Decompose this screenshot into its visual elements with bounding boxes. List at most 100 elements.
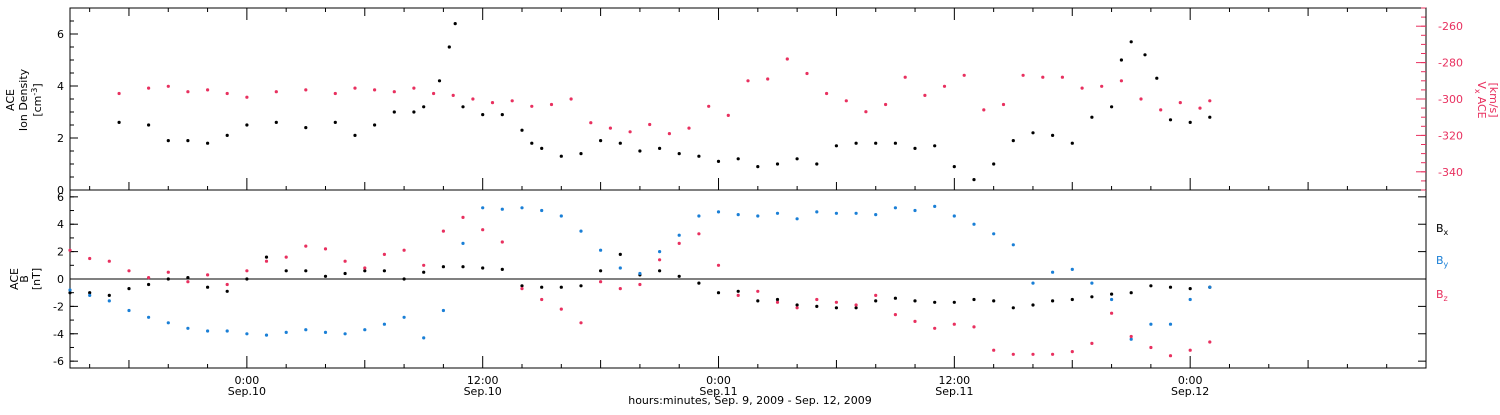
b-title-line1: ACE bbox=[8, 268, 21, 290]
Bx-point bbox=[402, 277, 406, 281]
ion-density-point bbox=[559, 154, 563, 158]
Bz-point bbox=[1110, 311, 1114, 315]
vx-point bbox=[373, 88, 377, 92]
By-point bbox=[363, 328, 367, 332]
ion-density-point bbox=[854, 141, 858, 145]
vx-tick-label: -260 bbox=[1438, 20, 1463, 33]
vx-point bbox=[884, 102, 888, 107]
ion-density-point bbox=[461, 105, 465, 109]
By-point bbox=[206, 329, 210, 333]
ion-density-unit: [cm bbox=[31, 96, 44, 117]
ion-density-point bbox=[530, 141, 534, 145]
x-tick-time: 12:00 bbox=[467, 374, 499, 387]
ion-density-point bbox=[225, 133, 229, 137]
Bz-point bbox=[363, 266, 367, 270]
vx-point bbox=[392, 90, 396, 94]
By-point bbox=[677, 233, 681, 237]
Bz-point bbox=[736, 293, 740, 297]
Bx-point bbox=[658, 269, 662, 273]
ion-density-point bbox=[952, 165, 956, 169]
vx-point bbox=[687, 126, 691, 130]
vx-axis-title: Vx ACE [km/s] bbox=[1473, 81, 1500, 118]
By-point bbox=[795, 217, 799, 221]
vx-point bbox=[510, 99, 514, 103]
Bz-point bbox=[1188, 348, 1192, 352]
vx-point bbox=[982, 108, 986, 112]
Bx-point bbox=[874, 299, 878, 303]
ion-density-point bbox=[520, 128, 524, 132]
density-tick-label: 2 bbox=[57, 132, 64, 145]
Bz-point bbox=[992, 348, 996, 352]
By-point bbox=[127, 308, 131, 313]
Bz-point bbox=[441, 229, 445, 233]
By-point bbox=[264, 333, 269, 337]
Bz-point bbox=[1149, 345, 1153, 350]
Bz-point bbox=[677, 241, 681, 245]
vx-point bbox=[648, 122, 652, 127]
Bx-point bbox=[579, 284, 583, 288]
Bx-point bbox=[952, 300, 956, 304]
ion-density-unit-close: ] bbox=[31, 83, 44, 87]
Bx-point bbox=[520, 284, 524, 288]
ion-density-axis-title: ACE Ion Density [cm-3] bbox=[4, 68, 44, 131]
ion-density-point bbox=[304, 126, 308, 130]
By-point bbox=[500, 207, 504, 211]
vx-point bbox=[1041, 75, 1045, 79]
Bz-point bbox=[461, 215, 465, 219]
By-point bbox=[68, 288, 72, 292]
Bz-point bbox=[68, 248, 72, 252]
legend-bz-sub: z bbox=[1444, 294, 1448, 303]
top-panel-axes: 0 2 4 6 -260 -280 -300 -320 -340 bbox=[57, 7, 1463, 197]
Bz-point bbox=[245, 269, 249, 273]
By-point bbox=[461, 241, 465, 245]
By-point bbox=[1031, 281, 1035, 285]
ion-density-point bbox=[618, 141, 622, 145]
vx-point bbox=[1100, 84, 1104, 88]
Bz-point bbox=[225, 282, 229, 287]
x-tick-date: Sep.10 bbox=[464, 385, 502, 398]
ion-density-point bbox=[1168, 118, 1173, 122]
vx-point bbox=[766, 77, 770, 81]
By-point bbox=[107, 299, 111, 303]
vx-title-line1: Vx ACE bbox=[1473, 81, 1488, 118]
By-point bbox=[972, 222, 976, 226]
By-point bbox=[1090, 281, 1094, 285]
Bz-point bbox=[559, 307, 563, 311]
x-tick-time: 0:00 bbox=[1178, 374, 1203, 387]
Bx-point bbox=[206, 285, 210, 289]
ion-density-point bbox=[117, 120, 121, 124]
b-legend: Bx By Bz bbox=[1436, 222, 1449, 303]
Bx-point bbox=[186, 276, 190, 280]
ion-density-title-line2: Ion Density bbox=[17, 68, 30, 131]
ion-density-point bbox=[992, 162, 996, 166]
ion-density-point bbox=[1011, 139, 1015, 143]
Bz-point bbox=[638, 282, 642, 287]
Bx-point bbox=[127, 287, 131, 291]
vx-point bbox=[549, 102, 554, 107]
ion-density-point bbox=[206, 141, 210, 145]
Bx-point bbox=[461, 265, 465, 269]
ion-density-point bbox=[775, 162, 780, 166]
ion-density-point bbox=[913, 146, 917, 150]
ion-density-point bbox=[412, 110, 416, 114]
Bx-point bbox=[756, 299, 760, 303]
Bz-point bbox=[1051, 352, 1055, 356]
vx-point bbox=[333, 91, 337, 96]
By-point bbox=[775, 211, 780, 215]
vx-point bbox=[147, 86, 151, 90]
By-point bbox=[1188, 297, 1192, 302]
Bz-point bbox=[1208, 340, 1212, 344]
Bx-point bbox=[1090, 295, 1094, 299]
Bx-point bbox=[913, 299, 917, 303]
top-panel-points bbox=[117, 22, 1212, 182]
Bx-point bbox=[1051, 299, 1055, 303]
Bx-point bbox=[1031, 303, 1035, 307]
density-tick-label: 6 bbox=[57, 28, 64, 41]
ion-density-point bbox=[815, 162, 819, 166]
By-point bbox=[579, 229, 583, 233]
ion-density-point bbox=[795, 157, 799, 161]
Bz-point bbox=[815, 297, 819, 302]
Bx-point bbox=[1188, 287, 1192, 291]
vx-point bbox=[166, 84, 170, 88]
